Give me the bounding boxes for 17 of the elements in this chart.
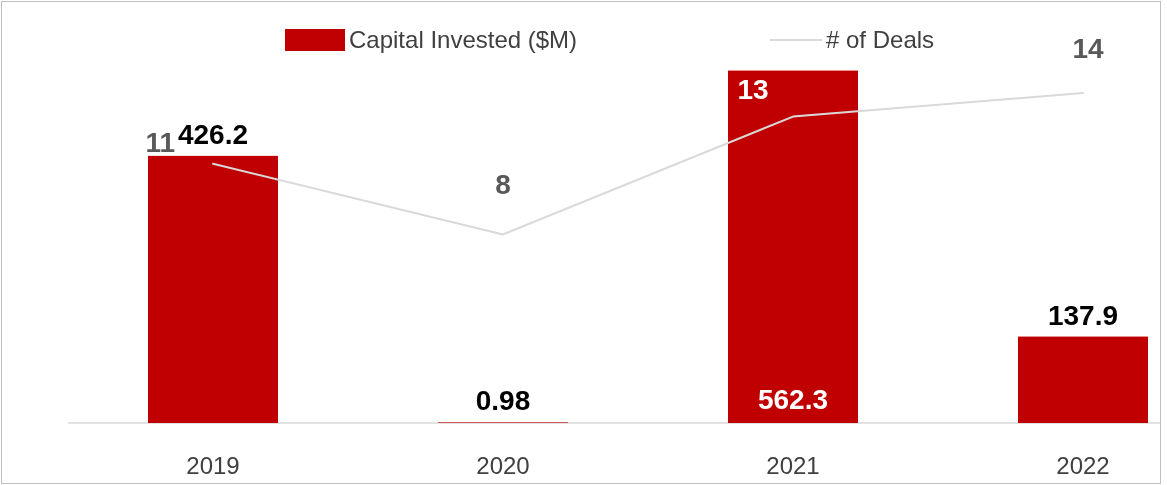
x-tick-label: 2021 <box>766 452 820 479</box>
bar <box>728 70 858 423</box>
x-tick-label: 2020 <box>476 452 530 479</box>
data-label: 11 <box>145 126 175 158</box>
bar <box>148 155 278 423</box>
x-tick-label: 2022 <box>1056 452 1110 479</box>
legend-label: Capital Invested ($M) <box>349 26 578 53</box>
data-label: 137.9 <box>1047 299 1119 331</box>
data-label: 0.98 <box>475 385 531 417</box>
data-label: 426.2 <box>177 118 249 150</box>
x-tick-label: 2019 <box>186 452 240 479</box>
data-label: 14 <box>1072 33 1104 64</box>
data-label: 13 <box>737 73 769 105</box>
bar <box>1018 336 1148 423</box>
data-label: 562.3 <box>757 384 829 415</box>
legend-label: # of Deals <box>826 26 935 53</box>
data-label: 8 <box>495 169 511 201</box>
